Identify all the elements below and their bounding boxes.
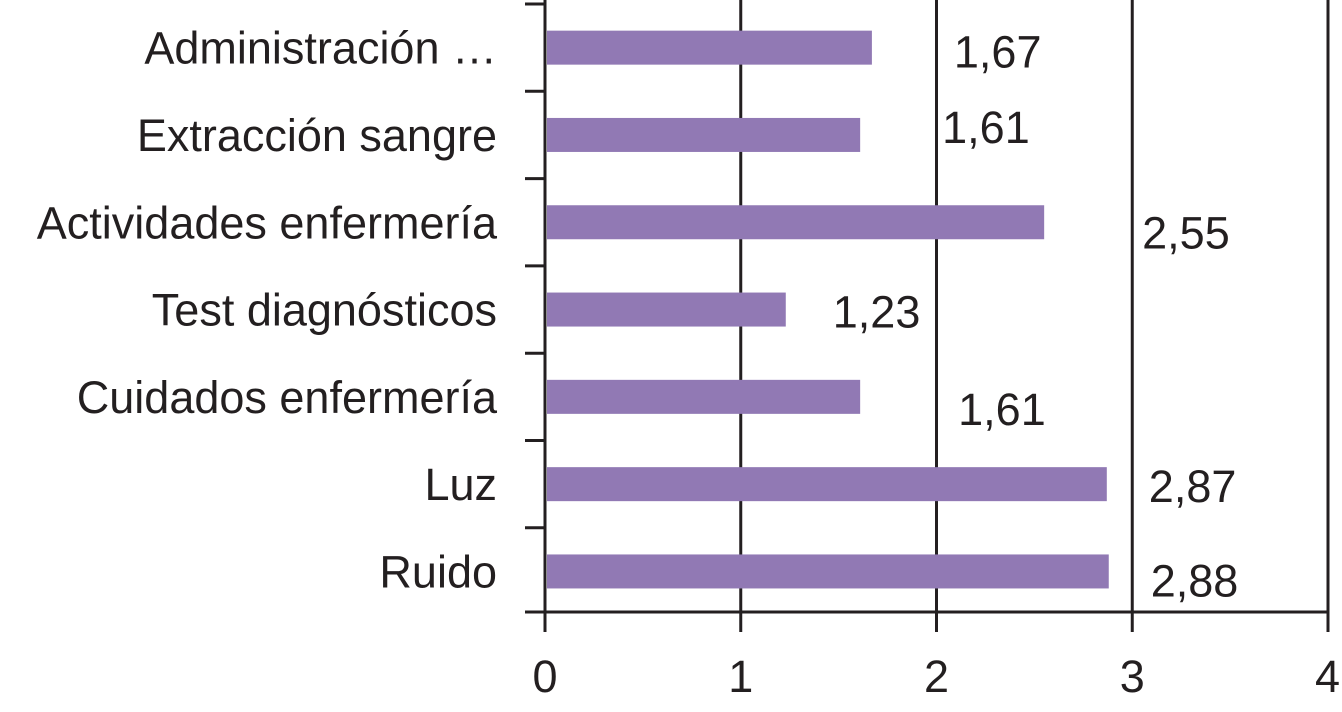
- x-tick-label: 0: [532, 651, 557, 702]
- bar: [547, 205, 1045, 240]
- bar: [547, 292, 786, 327]
- labels: 0 1 2 3 4 Administración … 1,67 Extracción sang…: [37, 23, 1340, 702]
- data-label: 1,67: [954, 27, 1042, 78]
- data-label: 1,61: [958, 384, 1046, 435]
- data-label: 1,23: [833, 287, 921, 338]
- category-label: Actividades enfermería: [37, 197, 498, 248]
- data-label: 2,87: [1149, 461, 1237, 512]
- bar: [547, 379, 861, 414]
- category-label: Administración …: [144, 23, 497, 74]
- bar: [547, 117, 861, 152]
- axes: [525, 0, 1330, 632]
- data-label: 1,61: [942, 102, 1030, 153]
- x-tick-label: 3: [1120, 651, 1145, 702]
- category-label: Ruido: [379, 546, 497, 597]
- category-label: Cuidados enfermería: [77, 372, 498, 423]
- category-label: Test diagnósticos: [152, 285, 497, 336]
- category-label: Luz: [424, 459, 497, 510]
- x-tick-label: 1: [728, 651, 753, 702]
- category-label: Extracción sangre: [137, 110, 497, 161]
- data-label: 2,88: [1151, 555, 1239, 606]
- data-label: 2,55: [1142, 207, 1230, 258]
- bars: [547, 30, 1109, 589]
- bar: [547, 30, 872, 65]
- x-tick-label: 4: [1315, 651, 1340, 702]
- grid-lines: [739, 0, 1330, 612]
- x-tick-label: 2: [924, 651, 949, 702]
- bar: [547, 554, 1109, 589]
- bar: [547, 467, 1107, 502]
